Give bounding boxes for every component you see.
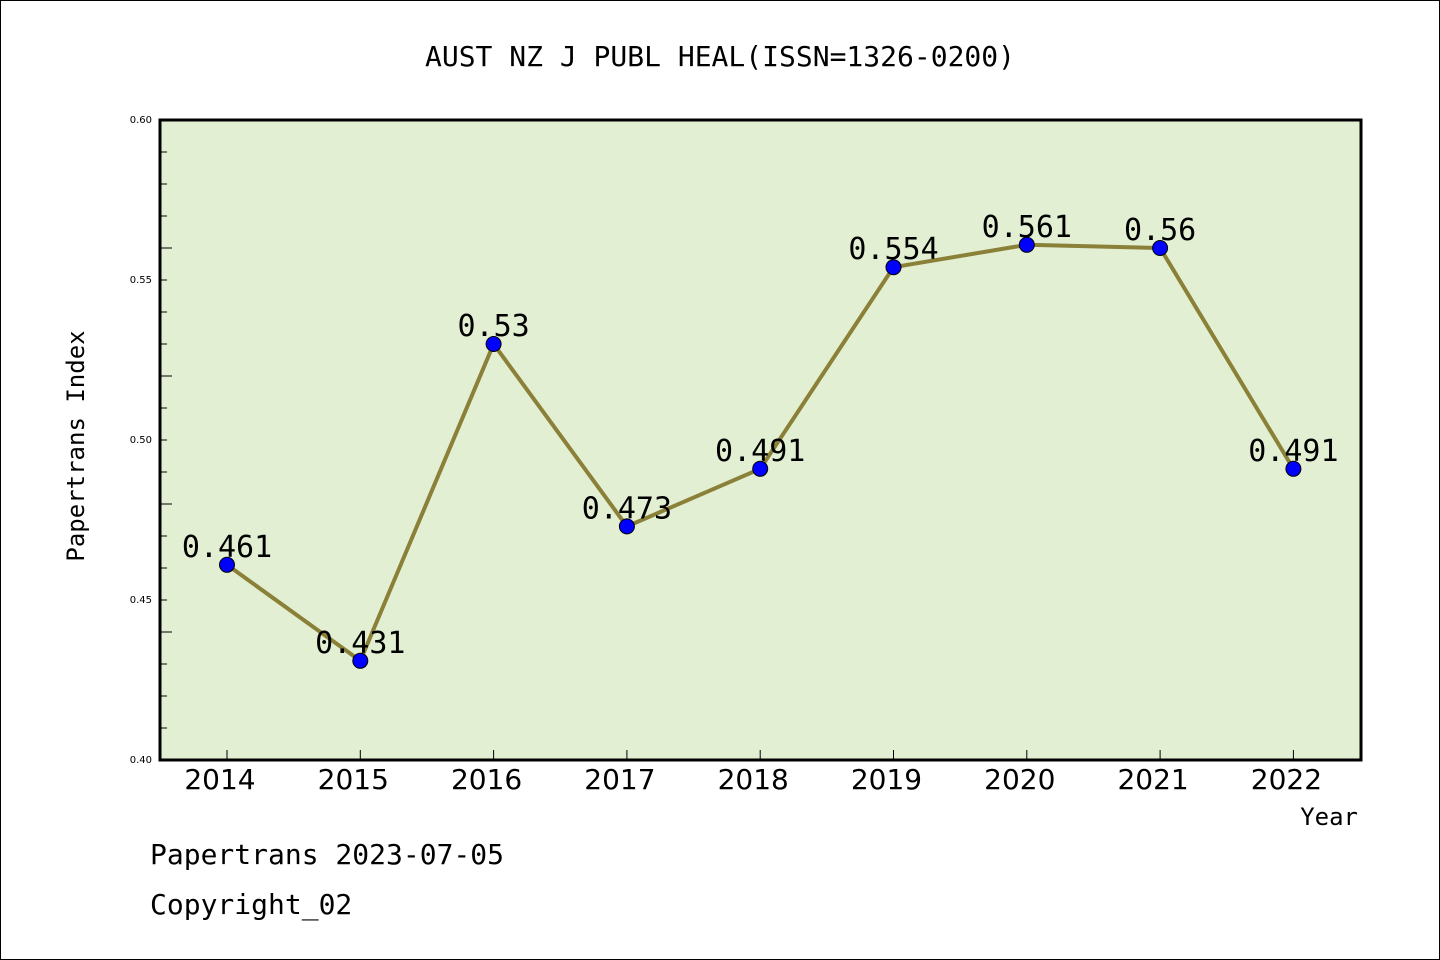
data-label: 0.491 — [1248, 434, 1338, 469]
data-point — [1152, 240, 1169, 256]
y-axis-label: Papertrans Index — [62, 330, 90, 561]
y-tick-label: 0.40 — [130, 755, 152, 766]
x-tick-label: 2016 — [451, 763, 522, 796]
data-label: 0.431 — [315, 626, 405, 661]
data-point — [1285, 460, 1302, 477]
data-point — [1018, 236, 1035, 253]
data-label: 0.56 — [1124, 213, 1196, 248]
x-tick-label: 2021 — [1117, 763, 1188, 796]
x-tick-label: 2015 — [318, 763, 389, 796]
x-tick-label: 2020 — [984, 763, 1055, 796]
data-label: 0.53 — [457, 309, 529, 344]
x-tick-label: 2018 — [718, 763, 789, 796]
y-tick-label: 0.60 — [130, 115, 152, 126]
data-label: 0.473 — [582, 491, 672, 526]
data-label: 0.554 — [848, 232, 938, 267]
x-tick-label: 2022 — [1251, 763, 1322, 796]
data-markers — [219, 236, 1302, 669]
data-label: 0.461 — [182, 530, 272, 565]
footer-date: Papertrans 2023-07-05 — [150, 838, 504, 871]
x-tick-label: 2014 — [184, 763, 255, 796]
x-tick-label: 2017 — [584, 763, 655, 796]
data-point — [485, 336, 502, 352]
x-axis-label: Year — [1300, 803, 1358, 831]
chart-title: AUST NZ J PUBL HEAL(ISSN=1326-0200) — [425, 40, 1015, 73]
plot-border — [158, 118, 1363, 762]
data-point — [752, 460, 769, 477]
y-tick-label: 0.50 — [130, 435, 152, 446]
x-tick-label: 2019 — [851, 763, 922, 796]
footer-copyright: Copyright_02 — [150, 888, 352, 922]
data-point — [352, 652, 369, 669]
data-point — [219, 556, 235, 573]
data-point — [618, 518, 635, 535]
data-label: 0.561 — [982, 210, 1072, 245]
data-point — [885, 259, 902, 276]
data-labels: 0.461 0.431 0.53 0.473 0.491 0.554 0.561 0.56 0.… — [182, 210, 1339, 661]
y-tick-label: 0.55 — [130, 275, 152, 286]
y-tick-label: 0.45 — [130, 595, 152, 606]
x-axis: 2014 2015 2016 2017 2018 2019 2020 2021 2022 — [184, 750, 1322, 796]
data-label: 0.491 — [715, 434, 805, 469]
